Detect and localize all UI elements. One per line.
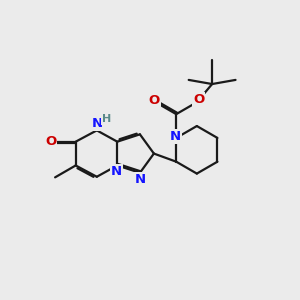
Text: N: N	[92, 117, 103, 130]
Text: H: H	[102, 114, 112, 124]
Text: O: O	[148, 94, 160, 107]
Text: N: N	[169, 130, 181, 143]
Text: O: O	[45, 135, 56, 148]
Text: O: O	[193, 93, 204, 106]
Text: N: N	[135, 173, 146, 186]
Text: N: N	[111, 166, 122, 178]
